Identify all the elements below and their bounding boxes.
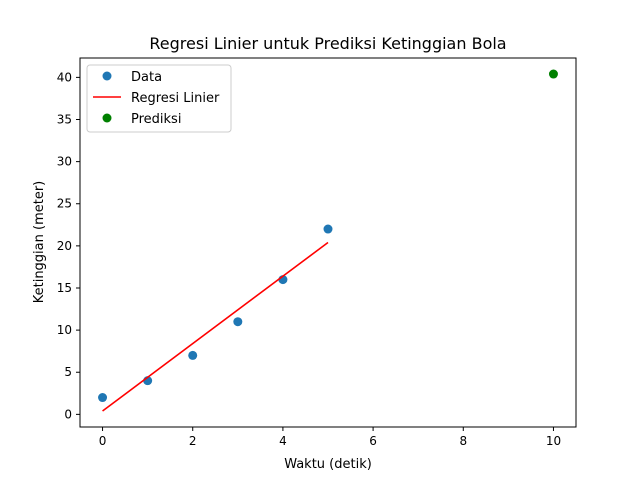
legend-label: Prediksi — [131, 112, 181, 127]
legend-box — [86, 64, 232, 133]
legend-marker-swatch — [102, 113, 112, 123]
y-tick-label: 30 — [57, 155, 72, 169]
legend: Data Regresi Linier Prediksi — [86, 64, 232, 133]
data-point — [323, 224, 333, 234]
prediction-point — [548, 69, 558, 79]
x-tick-label: 10 — [546, 434, 561, 448]
axes-frame — [79, 57, 577, 428]
x-tick-label: 8 — [459, 434, 467, 448]
x-tick-label: 2 — [189, 434, 197, 448]
y-tick-label: 40 — [57, 70, 72, 84]
data-point — [98, 393, 108, 403]
legend-marker-swatch — [102, 71, 112, 81]
y-tick-label: 15 — [57, 281, 72, 295]
x-axis-label: Waktu (detik) — [284, 457, 372, 472]
x-tick-label: 6 — [369, 434, 377, 448]
y-tick-label: 20 — [57, 239, 72, 253]
x-tick-label: 4 — [279, 434, 287, 448]
legend-label: Data — [131, 70, 162, 85]
data-point — [233, 317, 243, 327]
data-point — [188, 350, 198, 360]
y-axis-label: Ketinggian (meter) — [32, 181, 47, 304]
y-tick-label: 25 — [57, 197, 72, 211]
chart-title: Regresi Linier untuk Prediksi Ketinggian… — [149, 34, 506, 53]
legend-label: Regresi Linier — [131, 91, 220, 106]
y-tick-label: 5 — [64, 365, 72, 379]
plot-area — [98, 69, 558, 412]
series-line-regresi-linier — [102, 241, 329, 412]
x-tick-label: 0 — [99, 434, 107, 448]
y-tick-label: 35 — [57, 113, 72, 127]
y-tick-label: 0 — [64, 407, 72, 421]
y-tick-label: 10 — [57, 323, 72, 337]
